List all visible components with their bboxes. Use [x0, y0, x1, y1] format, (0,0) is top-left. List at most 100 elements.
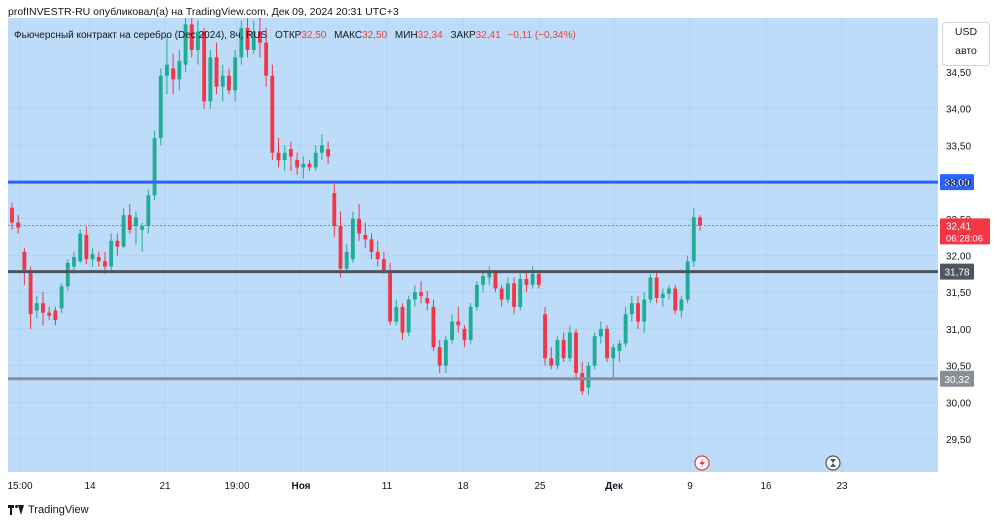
candle-body [654, 277, 659, 299]
candle-body [425, 298, 430, 304]
time-axis[interactable]: 15:00 14 21 19:00 Ноя 11 18 25 Дек 9 16 23 [7, 481, 848, 492]
candle-body [394, 306, 399, 322]
x-tick-label: 15:00 [7, 481, 32, 492]
candle-body [72, 256, 76, 267]
candle-body [183, 24, 188, 65]
candle-body [313, 152, 318, 168]
candle-body [301, 163, 306, 168]
candle-body [555, 339, 560, 366]
candle-body [636, 303, 640, 322]
candle-body [270, 75, 275, 153]
x-tick-label: 9 [687, 481, 693, 492]
candle-body [406, 299, 411, 333]
y-tick-label: 33,50 [946, 141, 971, 152]
candle-body [381, 259, 386, 271]
scale-mode[interactable]: авто [955, 45, 977, 57]
candle-body [134, 217, 138, 227]
candle-body [22, 251, 27, 271]
candle-body [220, 75, 225, 87]
candle-body [543, 314, 547, 359]
low-value: 32,34 [417, 30, 443, 41]
candle-body [196, 31, 200, 50]
y-tick-label: 33,00 [946, 178, 971, 189]
tradingview-logo-icon [8, 505, 24, 515]
candle-body [202, 31, 207, 102]
level-label: 31,78 [944, 268, 969, 279]
candle-body [474, 284, 479, 307]
bar-countdown-label: 06:28:06 [946, 233, 983, 244]
candle-body [400, 306, 405, 333]
candle-body [121, 215, 126, 247]
candle-body [41, 303, 45, 313]
candle-body [648, 277, 653, 300]
candle-body [171, 68, 176, 80]
candle-body [617, 343, 622, 351]
candle-body [288, 149, 293, 157]
candle-body [369, 239, 374, 252]
time-scale-background [8, 472, 938, 496]
y-tick-label: 31,50 [946, 288, 971, 299]
candle-body [28, 270, 33, 315]
candle-body [189, 24, 194, 50]
price-scale-background [938, 18, 1000, 472]
candle-body [251, 31, 256, 50]
candle-body [412, 292, 417, 300]
candle-body [239, 27, 244, 58]
candle-body [344, 251, 349, 269]
lightning-icon[interactable] [694, 455, 710, 471]
candle-body [679, 299, 684, 311]
candle-body [580, 372, 585, 392]
candle-body [549, 358, 554, 366]
x-tick-label: 16 [760, 481, 772, 492]
x-tick-label: 25 [534, 481, 546, 492]
candle-body [177, 60, 182, 80]
candle-body [208, 57, 213, 102]
candle-body [146, 195, 151, 227]
currency-code[interactable]: USD [954, 26, 978, 38]
candle-body [611, 347, 616, 359]
candle-body [375, 251, 380, 260]
high-label: МАКС [334, 30, 363, 41]
candle-body [685, 261, 690, 300]
hourglass-icon[interactable] [825, 455, 841, 471]
candle-body [642, 299, 647, 322]
y-tick-label: 34,00 [946, 105, 971, 116]
candle-body [388, 270, 393, 322]
candle-body [295, 160, 300, 168]
chart-background [8, 18, 938, 472]
level-label: 33,00 [944, 178, 969, 189]
candle-body [245, 27, 250, 50]
candle-body [660, 293, 665, 299]
candle-body [214, 57, 219, 87]
symbol-title: Фьючерсный контракт на серебро (Dec 2024… [14, 30, 268, 41]
x-tick-label: 21 [159, 481, 171, 492]
candle-body [103, 261, 107, 267]
currency-scale-box[interactable]: USD авто [942, 22, 990, 66]
close-value: 32,41 [475, 30, 501, 41]
candle-body [357, 218, 362, 234]
candle-body [338, 226, 343, 269]
symbol-legend: Фьючерсный контракт на серебро (Dec 2024… [14, 30, 576, 41]
close-label: ЗАКР [450, 30, 476, 41]
candle-body [536, 273, 541, 285]
candle-body [307, 163, 312, 168]
candle-body [462, 328, 467, 340]
candle-body [140, 226, 145, 230]
candle-body [450, 321, 454, 340]
x-tick-label: 14 [84, 481, 96, 492]
candle-body [65, 262, 70, 287]
high-value: 32,50 [362, 30, 388, 41]
candle-body [10, 207, 14, 223]
candle-body [518, 278, 523, 307]
candle-body [431, 306, 436, 348]
open-label: ОТКР [274, 30, 302, 41]
level-label-box [940, 263, 974, 280]
x-tick-label: 23 [836, 481, 848, 492]
candle-body [592, 336, 597, 366]
footer-brand: TradingView [8, 504, 89, 516]
low-label: МИН [394, 30, 418, 41]
candle-body [598, 328, 603, 337]
horizontal-levels[interactable]: 33,00 31,78 30,32 [8, 174, 974, 387]
brand-name: TradingView [28, 504, 89, 516]
